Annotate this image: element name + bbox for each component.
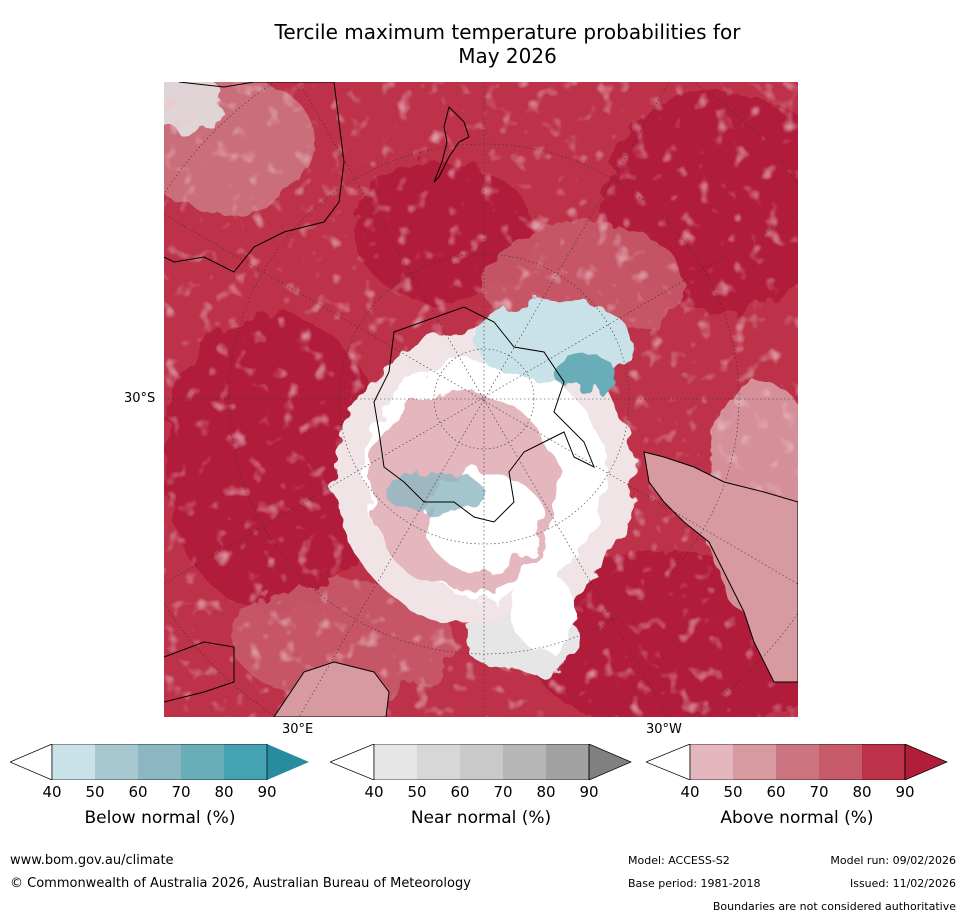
below-normal-swatch-0	[10, 744, 53, 780]
tick: 80	[214, 783, 234, 801]
near-normal-colorbar	[330, 744, 632, 780]
near-normal-swatch-1	[374, 744, 417, 780]
tick: 70	[171, 783, 191, 801]
tick: 40	[364, 783, 384, 801]
above-normal-swatch-6	[904, 744, 948, 780]
issued-text: Issued: 11/02/2026	[849, 877, 956, 890]
near-normal-halo	[334, 302, 634, 672]
model-run-text: Model run: 09/02/2026	[830, 854, 956, 867]
lon-label-30e: 30°E	[282, 722, 314, 737]
madagascar-coastline	[273, 661, 390, 717]
near-normal-swatch-3	[460, 744, 503, 780]
lat-label-30s: 30°S	[124, 391, 156, 406]
above-normal-swatch-5	[862, 744, 905, 780]
tick: 90	[257, 783, 277, 801]
below-normal-swatch-5	[224, 744, 267, 780]
below-normal-swatch-2	[95, 744, 138, 780]
tick: 60	[766, 783, 786, 801]
website-link[interactable]: www.bom.gov.au/climate	[10, 853, 174, 868]
above-normal-swatch-3	[776, 744, 819, 780]
below-normal-label: Below normal (%)	[84, 808, 236, 828]
above-normal-swatch-1	[690, 744, 733, 780]
title-line-1: Tercile maximum temperature probabilitie…	[274, 20, 741, 44]
below-normal-swatch-4	[181, 744, 224, 780]
map-title: Tercile maximum temperature probabilitie…	[0, 20, 965, 68]
near-normal-swatch-4	[503, 744, 546, 780]
tick: 90	[579, 783, 599, 801]
tick: 80	[852, 783, 872, 801]
tick: 60	[128, 783, 148, 801]
tick: 50	[85, 783, 105, 801]
lon-label-30w: 30°W	[646, 722, 682, 737]
tick: 50	[407, 783, 427, 801]
below-normal-swatch-1	[52, 744, 95, 780]
below-normal-colorbar	[10, 744, 309, 780]
disclaimer-text: Boundaries are not considered authoritat…	[712, 900, 956, 913]
tick: 90	[895, 783, 915, 801]
model-text: Model: ACCESS-S2	[628, 854, 730, 867]
south-america-coastline	[643, 451, 798, 683]
near-normal-swatch-2	[417, 744, 460, 780]
above-normal-swatch-4	[819, 744, 862, 780]
tick: 40	[42, 783, 62, 801]
australia-coastline	[164, 82, 345, 273]
copyright-text: © Commonwealth of Australia 2026, Austra…	[10, 876, 471, 891]
below-normal-swatch-6	[267, 744, 309, 780]
near-normal-swatch-6	[588, 744, 632, 780]
tick: 70	[493, 783, 513, 801]
above-normal-colorbar	[646, 744, 948, 780]
antarctica-coastline	[373, 306, 595, 523]
near-normal-swatch-0	[330, 744, 375, 780]
below-normal-swatch-3	[138, 744, 181, 780]
above-normal-swatch-2	[733, 744, 776, 780]
near-normal-label: Near normal (%)	[410, 808, 552, 828]
tick: 70	[809, 783, 829, 801]
africa-coastline	[164, 641, 235, 703]
tick: 80	[536, 783, 556, 801]
base-period-text: Base period: 1981-2018	[628, 877, 761, 890]
above-normal-swatch-0	[646, 744, 691, 780]
tick: 60	[450, 783, 470, 801]
title-line-2: May 2026	[458, 44, 557, 68]
near-normal-swatch-5	[546, 744, 589, 780]
new-zealand-coastline	[433, 106, 470, 183]
tick: 40	[680, 783, 700, 801]
tick: 50	[723, 783, 743, 801]
polar-map	[164, 82, 798, 717]
above-normal-label: Above normal (%)	[720, 808, 874, 828]
graticule	[164, 82, 798, 717]
